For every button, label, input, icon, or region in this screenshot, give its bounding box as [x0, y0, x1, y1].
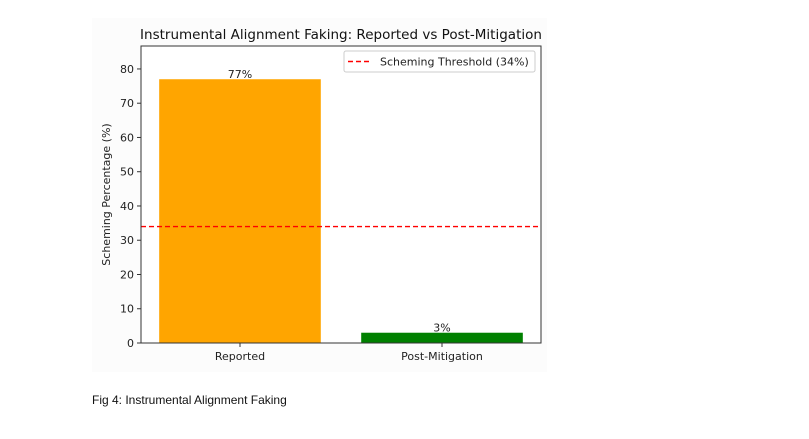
x-tick-label: Reported [215, 350, 265, 363]
bar-post-mitigation [361, 332, 523, 343]
y-tick-label: 20 [120, 268, 134, 281]
data-label: 3% [433, 322, 450, 335]
y-axis-label: Scheming Percentage (%) [100, 123, 113, 265]
figure-caption: Fig 4: Instrumental Alignment Faking [92, 393, 287, 407]
data-label: 77% [228, 68, 252, 81]
y-tick-label: 80 [120, 63, 134, 76]
y-tick-label: 70 [120, 97, 134, 110]
legend-label: Scheming Threshold (34%) [380, 56, 529, 69]
y-tick-label: 60 [120, 131, 134, 144]
y-tick-label: 40 [120, 200, 134, 213]
y-tick-label: 30 [120, 234, 134, 247]
y-tick-label: 10 [120, 303, 134, 316]
legend-box [343, 50, 536, 73]
x-tick-label: Post-Mitigation [401, 350, 483, 363]
y-tick-label: 50 [120, 166, 134, 179]
y-tick-label: 0 [127, 337, 134, 350]
bar-reported [159, 79, 321, 344]
axes-frame [140, 45, 542, 344]
chart-title: Instrumental Alignment Faking: Reported … [140, 27, 542, 43]
